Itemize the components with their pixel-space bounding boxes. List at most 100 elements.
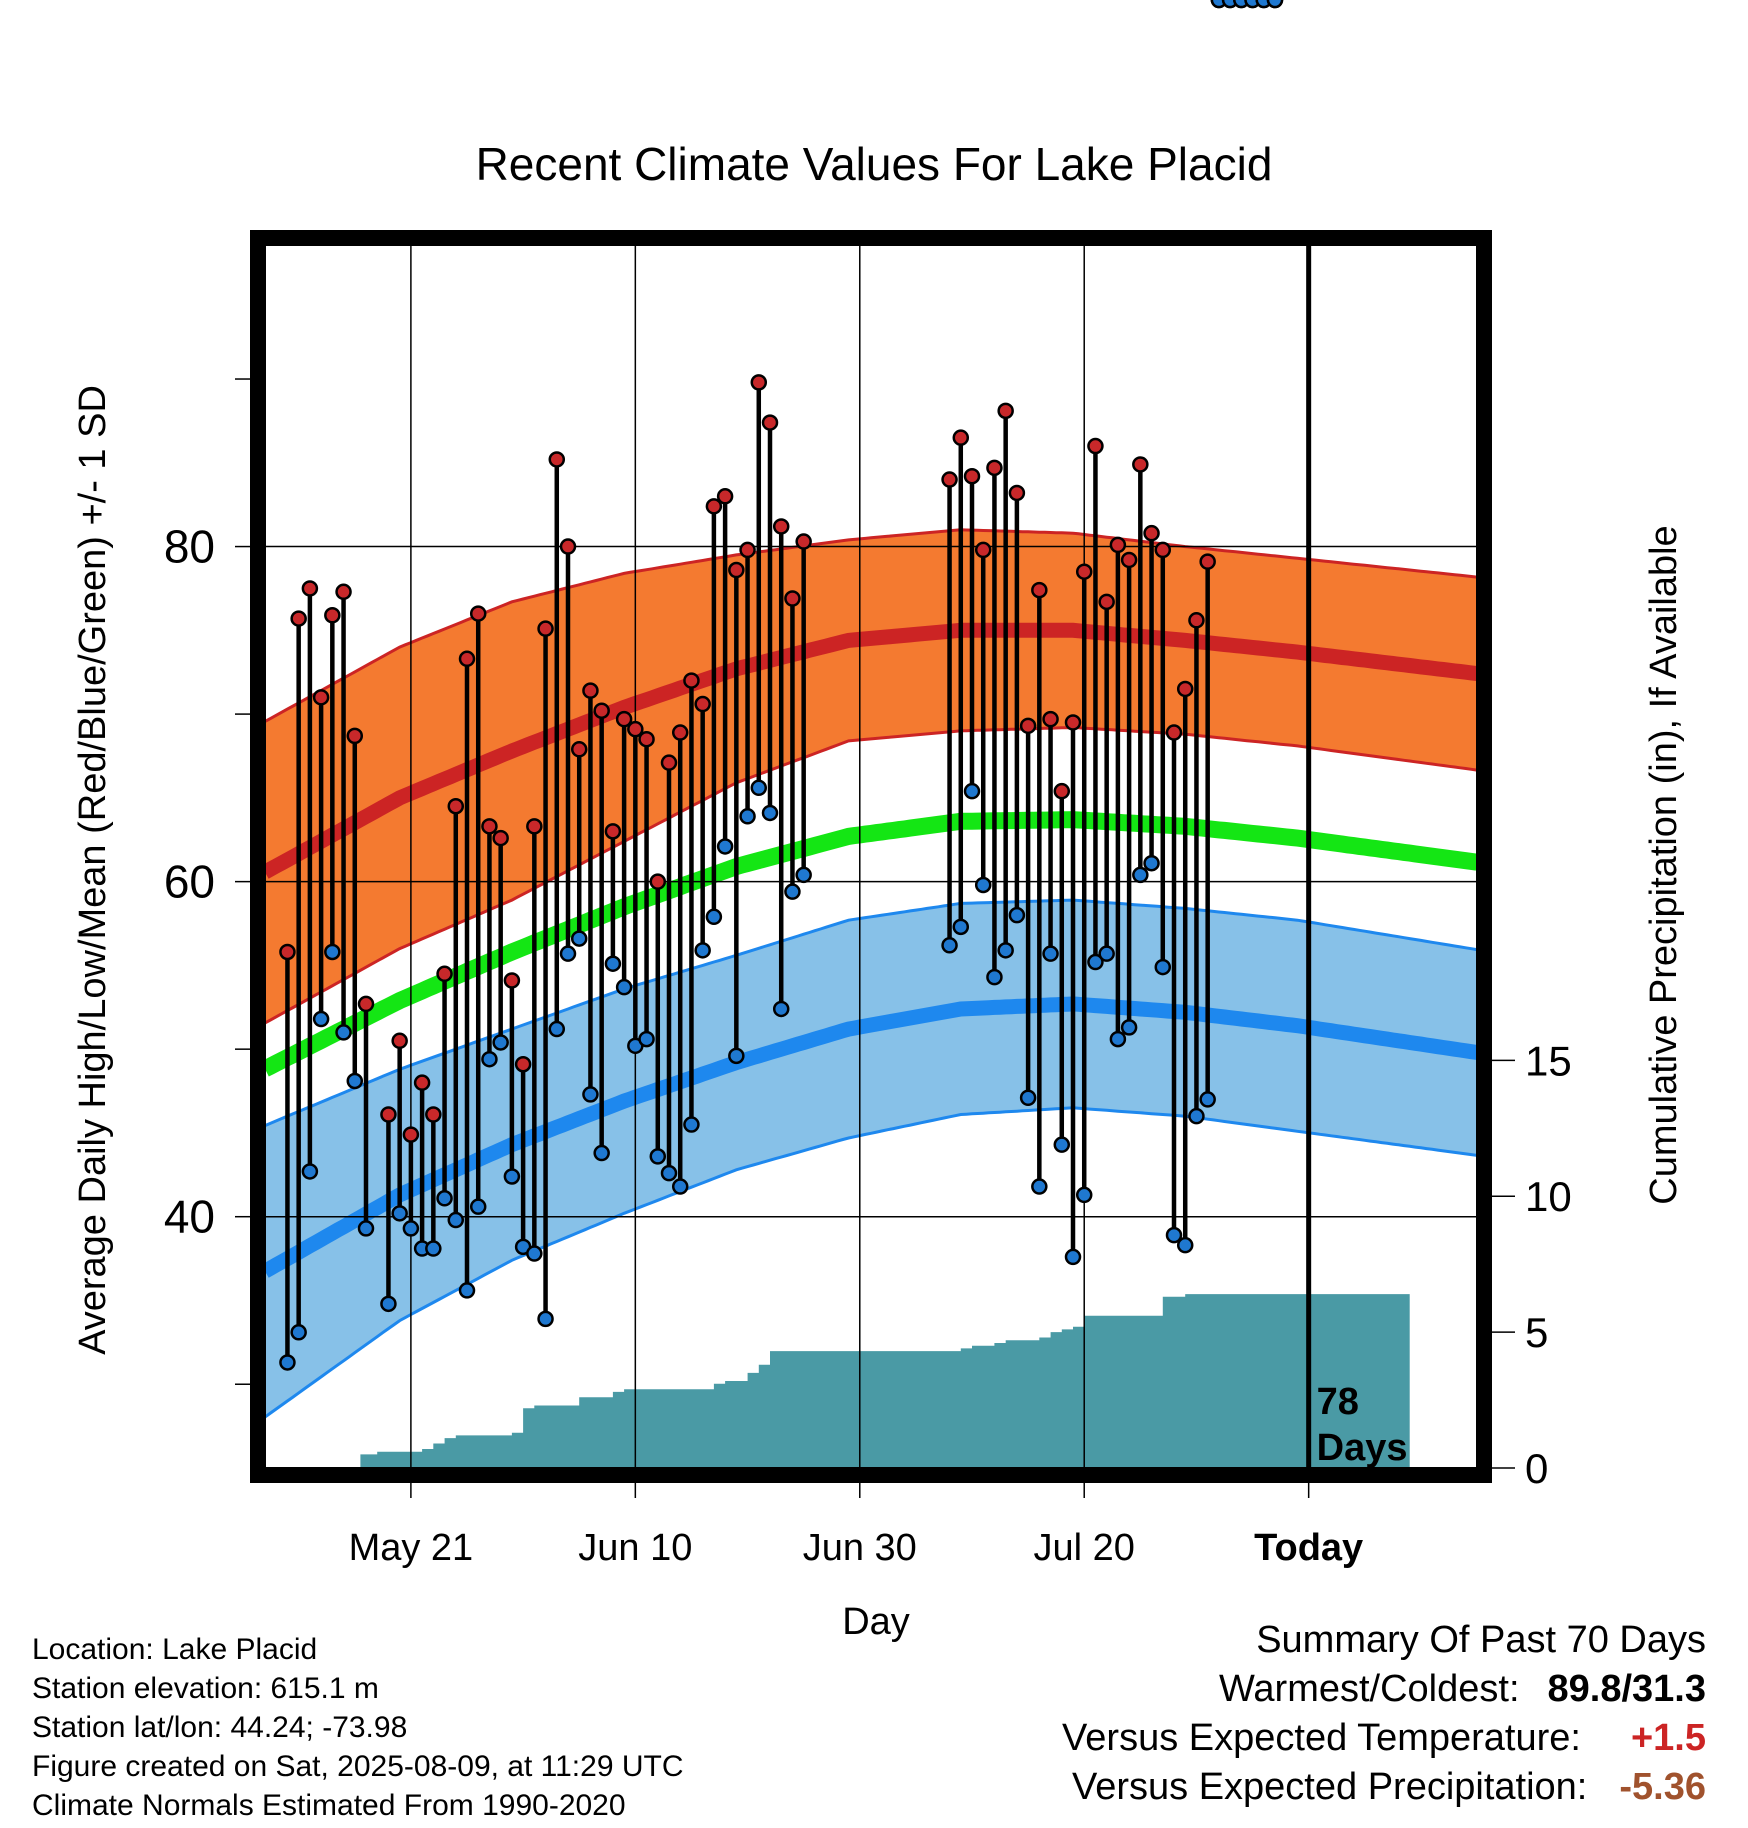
low-point [570, 930, 588, 947]
today-annotation-0: 78 [1317, 1381, 1359, 1423]
low-point [1008, 906, 1026, 924]
y-tick-label-right-10: 10 [1525, 1173, 1572, 1220]
low-point [1143, 854, 1160, 872]
high-point [301, 580, 319, 597]
low-point [324, 943, 341, 961]
x-tick-label-4: Today [1254, 1527, 1363, 1569]
high-point [570, 741, 588, 758]
low-point [290, 1324, 307, 1341]
high-point [503, 972, 521, 989]
summary-panel: Summary Of Past 70 Days Warmest/Coldest:… [1062, 1616, 1706, 1812]
high-point [1132, 456, 1149, 473]
precip-area-fill [287, 1294, 1410, 1468]
low-point [357, 1220, 375, 1237]
high-point [1154, 541, 1172, 559]
low-point [537, 1310, 554, 1328]
high-point [425, 1106, 442, 1123]
low-point [526, 1245, 543, 1262]
x-tick-label-1: Jun 10 [578, 1527, 692, 1569]
low-point [604, 955, 622, 972]
summary-temp-row: Versus Expected Temperature: +1.5 [1062, 1714, 1706, 1763]
high-point [526, 818, 543, 835]
low-point [660, 1164, 678, 1182]
low-point [986, 968, 1003, 986]
high-point [537, 620, 554, 637]
high-point [1120, 551, 1138, 569]
low-point [559, 945, 577, 962]
low-point [683, 1116, 700, 1133]
low-point [402, 1220, 420, 1237]
y-tick-label-right-5: 5 [1525, 1309, 1548, 1356]
summary-precip-value: -5.36 [1619, 1766, 1706, 1808]
low-point [391, 1205, 408, 1222]
low-point [952, 918, 970, 936]
summary-warmest-row: Warmest/Coldest: 89.8/31.3 [1062, 1665, 1706, 1714]
high-point [458, 650, 476, 668]
high-point [941, 471, 958, 488]
high-point [615, 710, 633, 728]
low-point [941, 937, 958, 954]
high-point [761, 414, 779, 431]
low-point [447, 1211, 465, 1229]
low-point [1053, 1136, 1071, 1153]
high-point [1098, 593, 1115, 611]
high-point [1042, 710, 1059, 728]
low-point [784, 883, 801, 900]
high-point [638, 730, 655, 748]
high-point [402, 1126, 420, 1143]
axes: May 21 Jun 10 Jun 30 Jul 20 Today 40 60 80 0 5 10 1… [164, 378, 1572, 1569]
low-point [1165, 1226, 1183, 1244]
high-point [986, 459, 1003, 477]
low-point [772, 1000, 790, 1018]
high-point [324, 607, 341, 624]
low-point [458, 1282, 476, 1299]
low-point [638, 1030, 655, 1048]
low-point [301, 1163, 319, 1180]
low-point [716, 838, 734, 855]
high-point [1199, 553, 1216, 570]
high-point [481, 818, 498, 835]
high-point [1188, 612, 1205, 629]
low-point [436, 1190, 453, 1207]
low-point [346, 1072, 364, 1090]
high-point [1165, 724, 1183, 741]
info-created: Figure created on Sat, 2025-08-09, at 11… [32, 1750, 684, 1783]
low-point [492, 1034, 509, 1051]
high-point [1019, 717, 1037, 735]
high-point [694, 695, 711, 713]
high-point [660, 754, 678, 771]
high-point [671, 724, 689, 741]
summary-temp-label: Versus Expected Temperature: [1062, 1717, 1581, 1759]
low-point [671, 1178, 689, 1195]
high-point [492, 829, 509, 847]
summary-precip-row: Versus Expected Precipitation: -5.36 [1062, 1763, 1706, 1812]
low-point [1132, 866, 1149, 884]
high-point [469, 605, 487, 622]
high-point [548, 451, 566, 468]
summary-precip-label: Versus Expected Precipitation: [1071, 1766, 1588, 1808]
x-tick-label-2: Jun 30 [803, 1527, 917, 1569]
y-tick-label-right-15: 15 [1525, 1037, 1572, 1084]
low-point [728, 1047, 745, 1065]
high-point [436, 965, 453, 983]
high-point [1031, 581, 1048, 599]
low-point [1199, 1091, 1216, 1108]
low-point [1188, 1107, 1205, 1125]
high-point [312, 689, 330, 706]
high-point [1176, 680, 1194, 698]
low-point [705, 908, 723, 926]
low-point [425, 1240, 442, 1257]
high-point [716, 488, 734, 505]
low-point [615, 978, 633, 996]
high-point [582, 682, 599, 699]
today-annotation-1: Days [1317, 1427, 1408, 1469]
low-point [761, 804, 779, 822]
high-point [391, 1032, 408, 1050]
info-location: Location: Lake Placid [32, 1633, 318, 1666]
low-point [1019, 1089, 1037, 1106]
low-point [750, 779, 768, 797]
high-point [1109, 536, 1127, 554]
high-point [649, 873, 667, 890]
high-point [795, 533, 812, 550]
